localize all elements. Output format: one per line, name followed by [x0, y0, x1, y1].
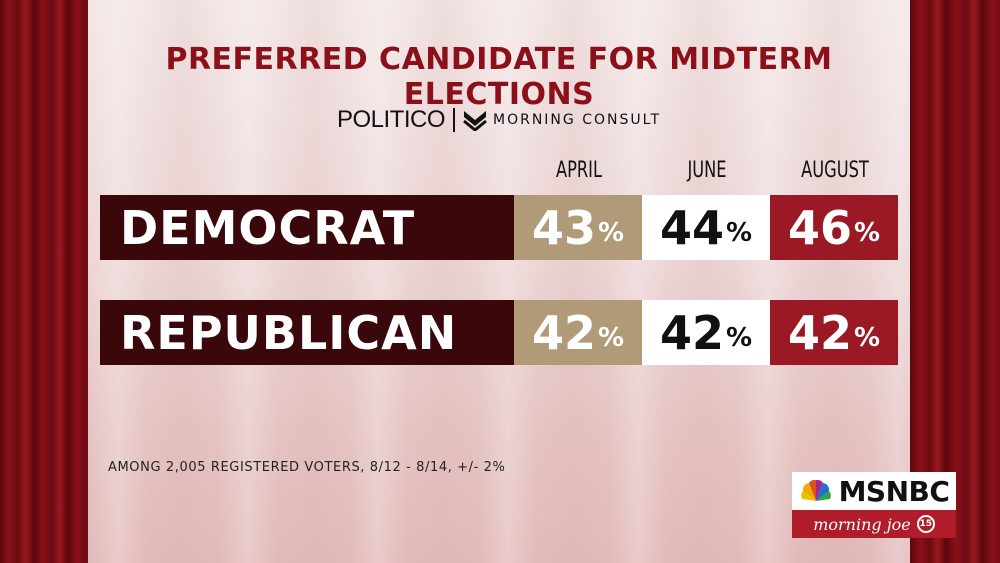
logo-divider — [453, 108, 455, 132]
morning-joe-bug: morning joe 15 — [792, 510, 956, 538]
percent-sign: % — [597, 217, 625, 248]
percent-sign: % — [853, 322, 881, 353]
value-republican-april: 42 — [531, 305, 596, 360]
anniversary-badge: 15 — [916, 515, 935, 533]
morning-consult-icon — [463, 111, 487, 131]
chart-title: PREFERRED CANDIDATE FOR MIDTERM ELECTION… — [165, 42, 833, 112]
value-democrat-april: 43 — [531, 200, 596, 255]
source-logos: POLITICO MORNING CONSULT — [88, 106, 910, 134]
percent-sign: % — [597, 322, 625, 353]
column-header-june: JUNE — [687, 158, 727, 183]
cell-republican-april: 42% — [514, 300, 642, 365]
column-header-april: APRIL — [556, 158, 602, 183]
percent-sign: % — [725, 217, 753, 248]
network-logo: MSNBC morning joe 15 — [792, 472, 956, 538]
cell-republican-august: 42% — [770, 300, 898, 365]
value-democrat-june: 44 — [659, 200, 724, 255]
row-label-republican: REPUBLICAN — [100, 300, 514, 365]
cell-democrat-june: 44% — [642, 195, 770, 260]
value-republican-august: 42 — [787, 305, 852, 360]
right-curtain-background — [910, 0, 1000, 563]
column-header-august: AUGUST — [801, 158, 869, 183]
chart-panel: PREFERRED CANDIDATE FOR MIDTERM ELECTION… — [88, 0, 910, 563]
cell-republican-june: 42% — [642, 300, 770, 365]
footnote: AMONG 2,005 REGISTERED VOTERS, 8/12 - 8/… — [108, 460, 506, 475]
msnbc-wordmark: MSNBC — [838, 474, 950, 508]
msnbc-bug: MSNBC — [792, 472, 956, 510]
row-label-text: DEMOCRAT — [120, 200, 416, 255]
morning-consult-logo: MORNING CONSULT — [493, 112, 662, 128]
cell-democrat-april: 43% — [514, 195, 642, 260]
politico-logo: POLITICO — [336, 106, 446, 133]
percent-sign: % — [725, 322, 753, 353]
peacock-icon — [800, 479, 831, 501]
percent-sign: % — [853, 217, 881, 248]
left-curtain-background — [0, 0, 88, 563]
value-democrat-august: 46 — [787, 200, 852, 255]
cell-democrat-august: 46% — [770, 195, 898, 260]
show-name: morning joe — [813, 514, 911, 534]
value-republican-june: 42 — [659, 305, 724, 360]
row-label-democrat: DEMOCRAT — [100, 195, 514, 260]
row-label-text: REPUBLICAN — [120, 305, 458, 360]
